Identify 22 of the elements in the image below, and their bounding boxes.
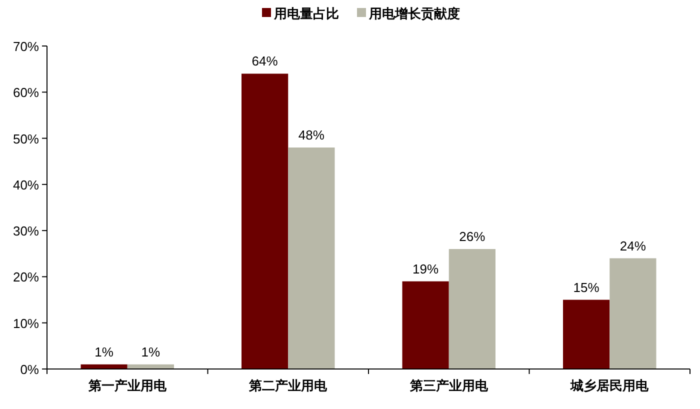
y-tick-label: 50% — [12, 131, 40, 146]
y-tick-label: 0% — [20, 362, 40, 377]
y-tick-label: 70% — [12, 39, 40, 54]
legend-label: 用电量占比 — [273, 6, 339, 21]
data-label: 19% — [412, 261, 440, 276]
data-label: 1% — [94, 344, 114, 360]
data-label: 1% — [141, 344, 161, 360]
x-tick-label: 第一产业用电 — [87, 378, 168, 393]
x-tick-label: 城乡居民用电 — [570, 378, 650, 393]
data-label: 26% — [459, 229, 486, 244]
y-tick-label: 20% — [12, 270, 40, 285]
data-label: 15% — [573, 280, 600, 295]
y-tick-label: 60% — [12, 85, 40, 100]
x-tick-label: 第二产业用电 — [248, 378, 328, 393]
data-label: 48% — [298, 128, 325, 143]
data-label: 64% — [252, 54, 278, 69]
y-tick-label: 30% — [12, 224, 40, 239]
y-tick-label: 40% — [12, 177, 40, 192]
legend-label: 用电增长贡献度 — [368, 6, 460, 21]
x-tick-label: 第三产业用电 — [408, 378, 489, 393]
data-label: 24% — [620, 238, 646, 254]
y-tick-label: 10% — [12, 316, 40, 331]
